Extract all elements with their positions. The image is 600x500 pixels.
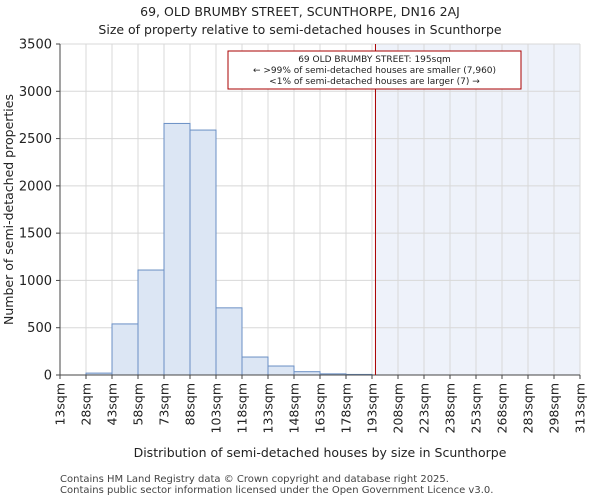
y-tick-label: 3000 bbox=[19, 85, 52, 100]
x-tick-label: 178sqm bbox=[339, 383, 354, 433]
x-tick-label: 223sqm bbox=[417, 383, 432, 433]
x-tick-label: 238sqm bbox=[443, 383, 458, 433]
bar bbox=[189, 129, 217, 376]
y-tick-label: 3500 bbox=[19, 38, 52, 53]
x-tick-label: 268sqm bbox=[495, 383, 510, 433]
y-tick-label: 500 bbox=[27, 321, 52, 336]
x-tick-label: 193sqm bbox=[365, 383, 380, 433]
x-tick-label: 118sqm bbox=[235, 383, 250, 433]
y-tick-label: 1000 bbox=[19, 274, 52, 289]
chart-subtitle: Size of property relative to semi-detach… bbox=[98, 22, 502, 37]
x-tick-label: 13sqm bbox=[53, 383, 68, 426]
x-tick-label: 313sqm bbox=[573, 383, 588, 433]
annotation-line-1: 69 OLD BRUMBY STREET: 195sqm bbox=[298, 55, 451, 65]
y-tick-label: 0 bbox=[44, 369, 52, 384]
x-tick-label: 43sqm bbox=[105, 383, 120, 426]
annotation-line-2: ← >99% of semi-detached houses are small… bbox=[253, 66, 496, 76]
x-tick-label: 103sqm bbox=[209, 383, 224, 433]
footer-line-1: Contains HM Land Registry data © Crown c… bbox=[60, 474, 449, 485]
y-axis-label: Number of semi-detached properties bbox=[1, 94, 16, 325]
annotation-box bbox=[227, 50, 522, 90]
y-tick-label: 1500 bbox=[19, 227, 52, 242]
x-tick-label: 88sqm bbox=[183, 383, 198, 426]
x-tick-label: 58sqm bbox=[131, 383, 146, 426]
bar bbox=[267, 365, 295, 376]
highlight-region bbox=[375, 44, 580, 375]
x-tick-label: 28sqm bbox=[79, 383, 94, 426]
x-tick-label: 163sqm bbox=[313, 383, 328, 433]
y-tick-label: 2500 bbox=[19, 132, 52, 147]
x-tick-label: 283sqm bbox=[521, 383, 536, 433]
bar bbox=[163, 122, 191, 376]
x-tick-label: 73sqm bbox=[157, 383, 172, 426]
x-tick-label: 253sqm bbox=[469, 383, 484, 433]
x-tick-label: 208sqm bbox=[391, 383, 406, 433]
annotation-line-3: <1% of semi-detached houses are larger (… bbox=[269, 77, 480, 87]
bar bbox=[241, 356, 269, 376]
bar bbox=[111, 323, 139, 376]
x-tick-label: 133sqm bbox=[261, 383, 276, 433]
footer-line-2: Contains public sector information licen… bbox=[60, 485, 494, 496]
chart-title: 69, OLD BRUMBY STREET, SCUNTHORPE, DN16 … bbox=[140, 4, 460, 19]
bar bbox=[137, 269, 165, 376]
x-tick-label: 298sqm bbox=[547, 383, 562, 433]
bar bbox=[215, 307, 243, 376]
y-tick-label: 2000 bbox=[19, 179, 52, 194]
x-axis-label: Distribution of semi-detached houses by … bbox=[134, 445, 507, 460]
x-tick-label: 148sqm bbox=[287, 383, 302, 433]
